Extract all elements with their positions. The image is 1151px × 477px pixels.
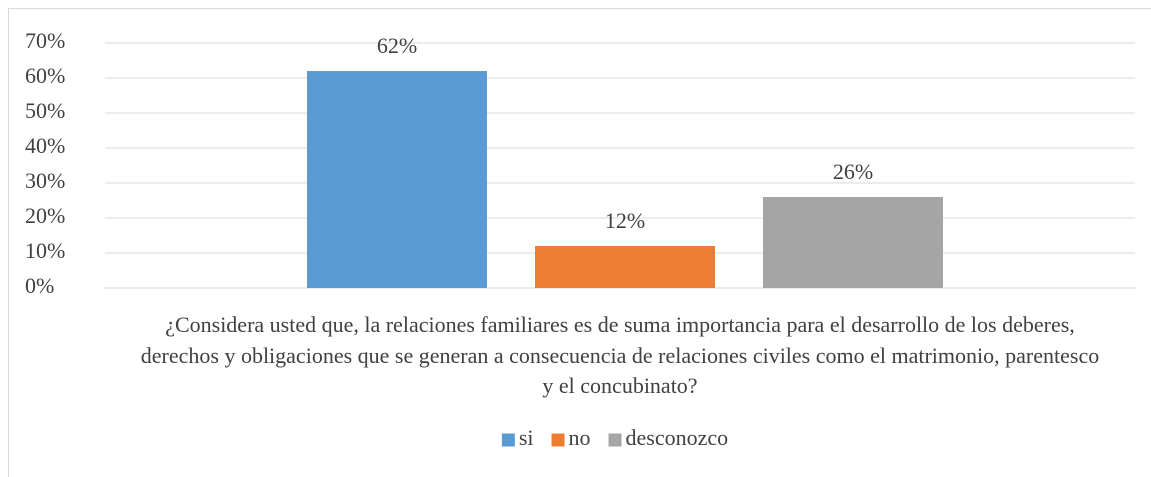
bar [307,71,487,288]
legend-label: no [569,425,591,450]
bar [535,246,715,288]
y-tick-label: 70% [25,28,65,53]
bar [763,197,943,288]
y-tick-label: 50% [25,98,65,123]
legend-label: desconozco [626,425,729,450]
x-category-wrap: ¿Considera usted que, la relaciones fami… [140,312,1100,398]
legend-swatch [551,433,565,447]
y-tick-label: 60% [25,63,65,88]
y-tick-label: 30% [25,168,65,193]
legend-swatch [608,433,622,447]
value-label: 62% [377,33,417,58]
y-tick-label: 40% [25,133,65,158]
legend-label: si [519,425,534,450]
x-tick-label: ¿Considera usted que, la relaciones fami… [140,312,1100,398]
value-label: 26% [833,159,873,184]
y-tick-label: 0% [25,273,54,298]
value-label: 12% [605,208,645,233]
y-tick-label: 20% [25,203,65,228]
y-tick-label: 10% [25,238,65,263]
legend-swatch [501,433,515,447]
chart-border [8,8,1151,477]
